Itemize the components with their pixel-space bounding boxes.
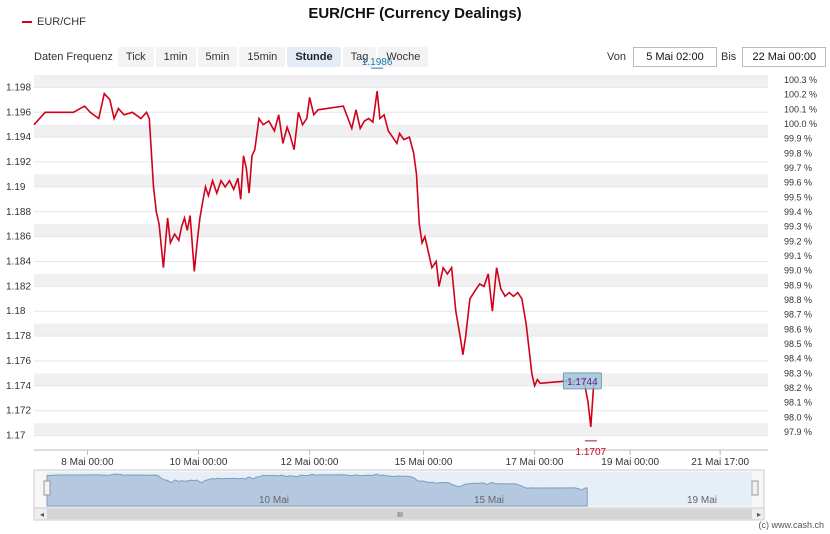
navigator-left-handle[interactable] xyxy=(43,480,51,496)
y2-tick-label: 99.1 % xyxy=(784,251,812,261)
navigator-label: 10 Mai xyxy=(259,495,289,506)
navigator[interactable]: 10 Mai 15 Mai 19 Mai III ◂ ▸ xyxy=(33,469,765,521)
navigator-area xyxy=(46,473,588,507)
y2-tick-label: 99.6 % xyxy=(784,178,812,188)
frequency-label: Daten Frequenz xyxy=(34,51,113,63)
y2-tick-label: 99.7 % xyxy=(784,163,812,173)
y-tick-label: 1.18 xyxy=(6,306,26,317)
navigator-label: 19 Mai xyxy=(687,495,717,506)
x-tick-label: 8 Mai 00:00 xyxy=(61,457,114,468)
navigator-right-handle[interactable] xyxy=(751,480,759,496)
y-tick-label: 1.19 xyxy=(6,182,26,193)
grid-band xyxy=(34,74,768,88)
legend-swatch xyxy=(22,21,32,23)
y2-tick-label: 99.2 % xyxy=(784,236,812,246)
freq-button-stunde[interactable]: Stunde xyxy=(287,47,341,67)
legend-label: EUR/CHF xyxy=(37,16,86,28)
y2-tick-label: 98.7 % xyxy=(784,310,812,320)
copyright: (c) www.cash.ch xyxy=(758,520,824,530)
grid-band xyxy=(34,174,768,187)
y-tick-label: 1.184 xyxy=(6,256,31,267)
chart-title: EUR/CHF (Currency Dealings) xyxy=(308,5,522,22)
grid-band xyxy=(34,124,768,138)
x-tick-label: 17 Mai 00:00 xyxy=(506,457,564,468)
grid-band xyxy=(34,423,768,436)
y2-tick-label: 98.3 % xyxy=(784,368,812,378)
scroll-right-arrow[interactable]: ▸ xyxy=(757,510,761,519)
x-tick-label: 19 Mai 00:00 xyxy=(601,457,659,468)
y2-tick-label: 98.6 % xyxy=(784,324,812,334)
y-tick-label: 1.182 xyxy=(6,281,31,292)
legend[interactable]: EUR/CHF xyxy=(22,16,86,28)
x-tick-label: 12 Mai 00:00 xyxy=(281,457,339,468)
freq-button-1min[interactable]: 1min xyxy=(155,47,196,67)
x-tick-label: 15 Mai 00:00 xyxy=(395,457,453,468)
min-value-label: 1.1707 xyxy=(576,447,607,458)
freq-button-15min[interactable]: 15min xyxy=(239,47,286,67)
y2-tick-label: 100.1 % xyxy=(784,104,817,114)
y2-tick-label: 99.5 % xyxy=(784,192,812,202)
range-to-label: Bis xyxy=(721,51,737,63)
range-to-input[interactable] xyxy=(742,47,827,67)
series-line-eurchf xyxy=(33,90,598,427)
x-tick-label: 10 Mai 00:00 xyxy=(170,457,228,468)
freq-button-tag[interactable]: Tag xyxy=(342,47,377,67)
y2-tick-label: 99.4 % xyxy=(784,207,812,217)
y-tick-label: 1.172 xyxy=(6,406,31,417)
y2-tick-label: 98.4 % xyxy=(784,354,812,364)
y2-tick-label: 98.8 % xyxy=(784,295,812,305)
grid-band xyxy=(34,373,768,386)
y2-tick-label: 98.2 % xyxy=(784,383,812,393)
y2-tick-label: 100.2 % xyxy=(784,90,817,100)
y-tick-label: 1.174 xyxy=(6,381,31,392)
y-tick-label: 1.198 xyxy=(6,82,31,93)
last-value-box xyxy=(562,372,602,390)
y-tick-label: 1.17 xyxy=(6,431,26,442)
last-value-label: 1.1744 xyxy=(567,377,598,388)
y2-tick-label: 98.5 % xyxy=(784,339,812,349)
y2-tick-label: 100.3 % xyxy=(784,75,817,85)
y2-tick-label: 99.0 % xyxy=(784,266,812,276)
range-from-label: Von xyxy=(607,51,626,63)
freq-button-5min[interactable]: 5min xyxy=(197,47,238,67)
y2-tick-label: 99.3 % xyxy=(784,222,812,232)
scroll-left-arrow[interactable]: ◂ xyxy=(40,510,44,519)
range-from-input[interactable] xyxy=(632,47,717,67)
range-to: Bis xyxy=(721,47,827,67)
range-from: Von xyxy=(607,47,717,67)
y-tick-label: 1.178 xyxy=(6,331,31,342)
y-tick-label: 1.194 xyxy=(6,132,31,143)
y-tick-label: 1.192 xyxy=(6,157,31,168)
y2-tick-label: 98.9 % xyxy=(784,280,812,290)
navigator-label: 15 Mai xyxy=(474,495,504,506)
y-tick-label: 1.176 xyxy=(6,356,31,367)
y2-tick-label: 97.9 % xyxy=(784,427,812,437)
scrollbar-grip: III xyxy=(397,512,403,519)
freq-button-tick[interactable]: Tick xyxy=(117,47,154,67)
y2-tick-label: 99.9 % xyxy=(784,134,812,144)
grid-band xyxy=(34,224,768,237)
scrollbar-thumb[interactable] xyxy=(47,509,752,519)
y-tick-label: 1.196 xyxy=(6,107,31,118)
x-tick-label: 21 Mai 17:00 xyxy=(691,457,749,468)
y2-tick-label: 100.0 % xyxy=(784,119,817,129)
y-tick-label: 1.188 xyxy=(6,207,31,218)
freq-button-woche[interactable]: Woche xyxy=(378,47,429,67)
grid-band xyxy=(34,323,768,337)
y-tick-label: 1.186 xyxy=(6,232,31,243)
y2-tick-label: 99.8 % xyxy=(784,148,812,158)
y2-tick-label: 98.0 % xyxy=(784,412,812,422)
max-value-label: 1.1986 xyxy=(362,57,393,68)
y2-tick-label: 98.1 % xyxy=(784,398,812,408)
frequency-toolbar: Daten Frequenz Tick 1min 5min 15min Stun… xyxy=(34,47,430,67)
grid-band xyxy=(34,273,768,287)
